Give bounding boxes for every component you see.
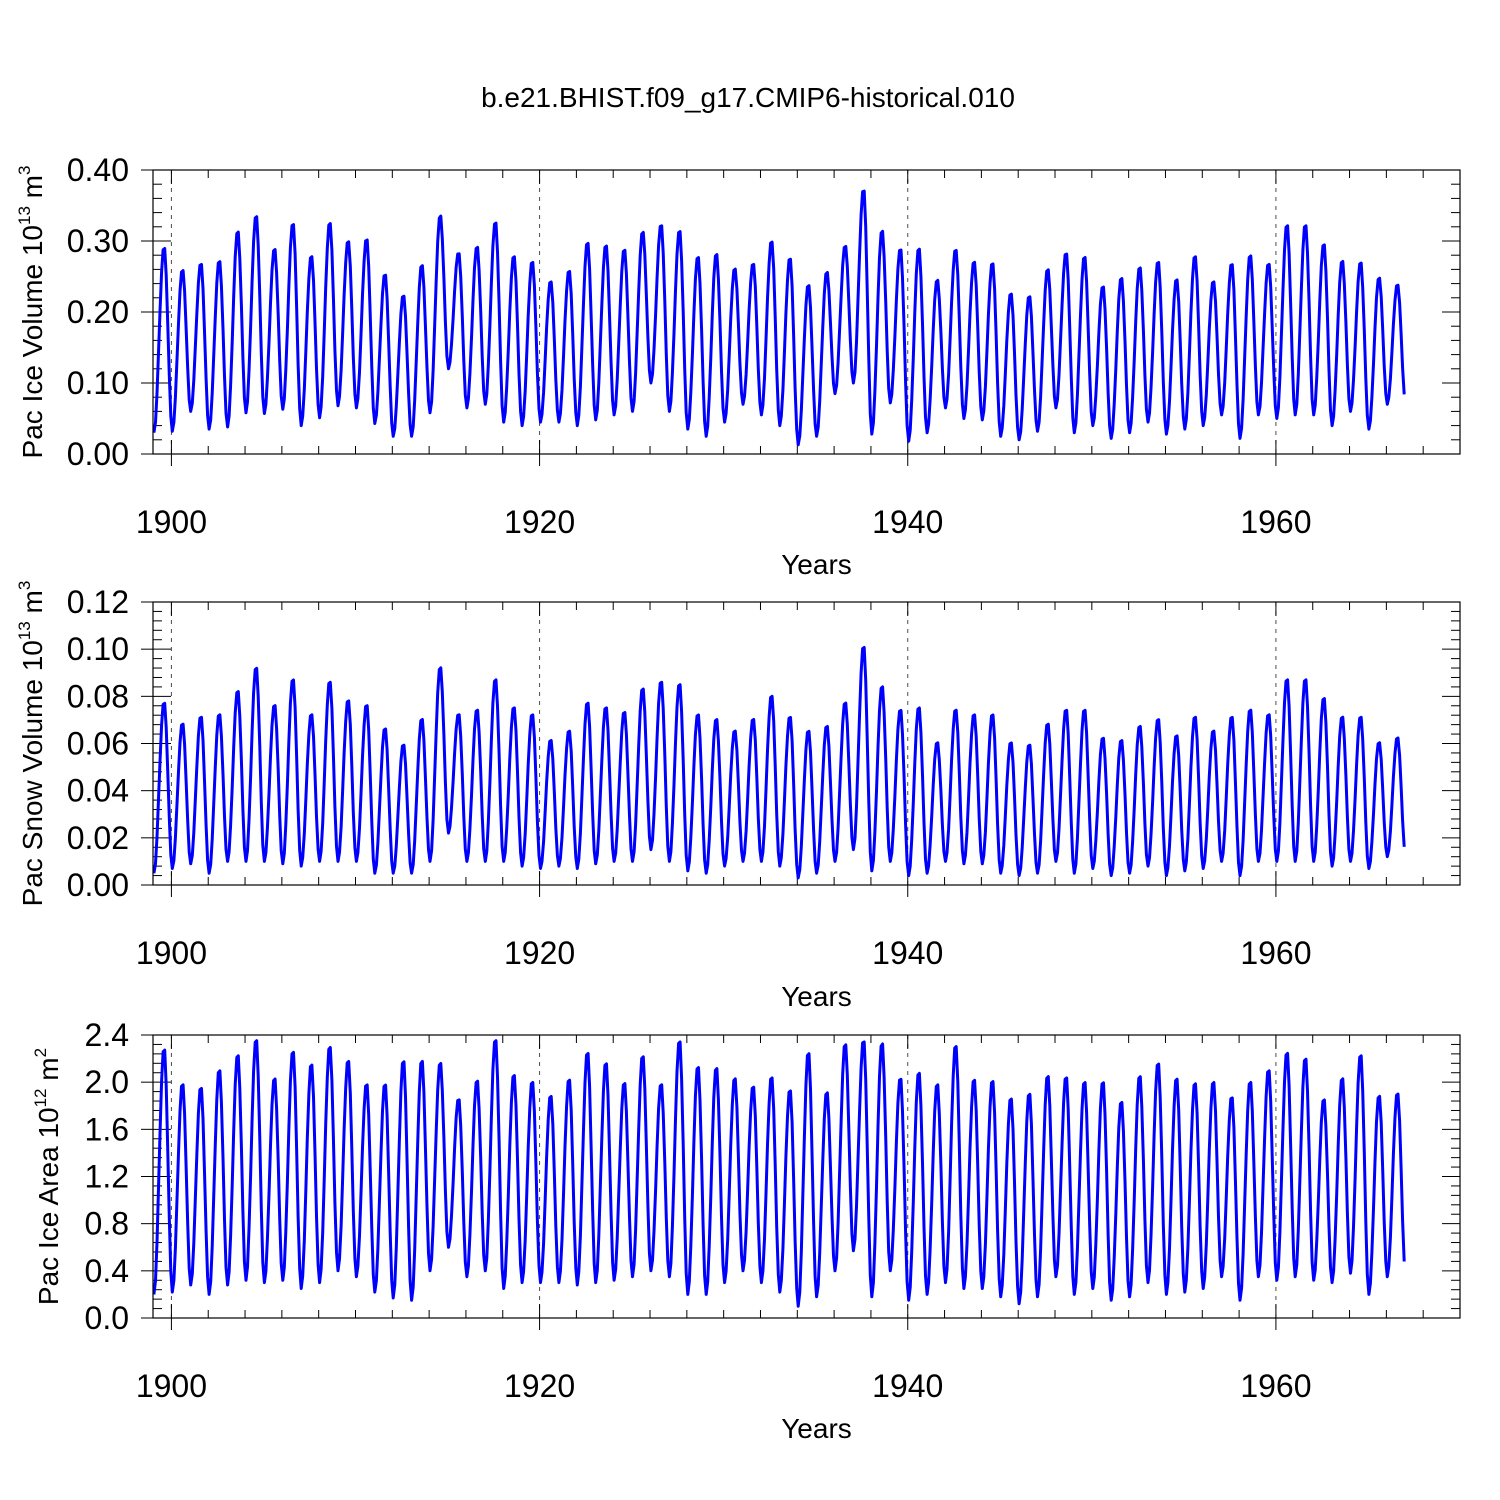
y-axis-label: Pac Ice Volume 1013 m3	[15, 166, 48, 459]
y-tick-label: 0.04	[67, 773, 129, 809]
plot-frame	[152, 601, 1461, 886]
y-axis-label-unit: m	[17, 175, 48, 206]
x-tick-label: 1900	[136, 935, 207, 971]
y-tick-label: 0.20	[67, 294, 129, 330]
x-tick-label: 1900	[136, 504, 207, 540]
x-tick-label: 1960	[1240, 935, 1311, 971]
y-axis-label-text: Pac Ice Volume 10	[17, 225, 48, 458]
x-tick-label: 1920	[504, 935, 575, 971]
x-axis-label: Years	[781, 981, 852, 1012]
y-tick-label: 0.00	[67, 436, 129, 472]
y-tick-label: 0.10	[67, 631, 129, 667]
y-axis-label-text: Pac Ice Area 10	[33, 1107, 64, 1305]
series-line	[152, 646, 1406, 880]
plot-frame	[152, 1034, 1461, 1319]
y-axis-label-unit-exponent: 3	[15, 581, 34, 590]
panel-ice-area: 0.0 0.4 0.8 1.2 1.6 2.0 2.4 1900 1920 1940 1960 Yea…	[31, 1017, 1461, 1444]
y-tick-label: 0.02	[67, 820, 129, 856]
x-tick-label: 1960	[1240, 504, 1311, 540]
series-line	[152, 1039, 1406, 1308]
y-tick-label: 2.4	[85, 1017, 129, 1053]
y-tick-label: 1.6	[85, 1111, 129, 1147]
x-tick-label: 1960	[1240, 1368, 1311, 1404]
y-tick-label: 1.2	[85, 1159, 129, 1195]
y-tick-label: 0.12	[67, 584, 129, 620]
y-axis-label-unit-exponent: 3	[15, 166, 34, 175]
y-axis-label-exponent: 12	[31, 1088, 50, 1107]
x-tick-label: 1900	[136, 1368, 207, 1404]
x-tick-label: 1940	[872, 935, 943, 971]
y-axis-label-exponent: 13	[15, 206, 34, 225]
y-axis-label-text: Pac Snow Volume 10	[17, 640, 48, 906]
plot-frame	[152, 169, 1461, 455]
y-tick-label: 0.8	[85, 1206, 129, 1242]
x-tick-label: 1940	[872, 1368, 943, 1404]
y-tick-label: 0.06	[67, 726, 129, 762]
x-axis-label: Years	[781, 1413, 852, 1444]
y-tick-label: 0.0	[85, 1300, 129, 1336]
y-tick-label: 0.00	[67, 867, 129, 903]
figure-title: b.e21.BHIST.f09_g17.CMIP6-historical.010	[481, 82, 1015, 113]
y-tick-label: 0.10	[67, 365, 129, 401]
y-tick-label: 0.4	[85, 1253, 129, 1289]
y-axis-label: Pac Ice Area 1012 m2	[31, 1048, 64, 1305]
y-axis-label: Pac Snow Volume 1013 m3	[15, 581, 48, 907]
y-tick-label: 0.40	[67, 152, 129, 188]
y-axis-label-exponent: 13	[15, 621, 34, 640]
x-tick-label: 1940	[872, 504, 943, 540]
panel-ice-volume: 0.00 0.10 0.20 0.30 0.40 1900 1920 1940 1960 Year…	[15, 152, 1461, 580]
y-axis-label-unit: m	[17, 590, 48, 621]
x-axis-label: Years	[781, 549, 852, 580]
y-tick-label: 0.30	[67, 223, 129, 259]
y-tick-label: 2.0	[85, 1064, 129, 1100]
y-axis-label-unit-exponent: 2	[31, 1048, 50, 1057]
y-tick-label: 0.08	[67, 678, 129, 714]
y-axis-label-unit: m	[33, 1057, 64, 1088]
x-tick-label: 1920	[504, 504, 575, 540]
panel-snow-volume: 0.00 0.02 0.04 0.06 0.08 0.10 0.12 1900 1920 1940…	[15, 581, 1461, 1012]
x-tick-label: 1920	[504, 1368, 575, 1404]
series-line	[152, 189, 1406, 447]
